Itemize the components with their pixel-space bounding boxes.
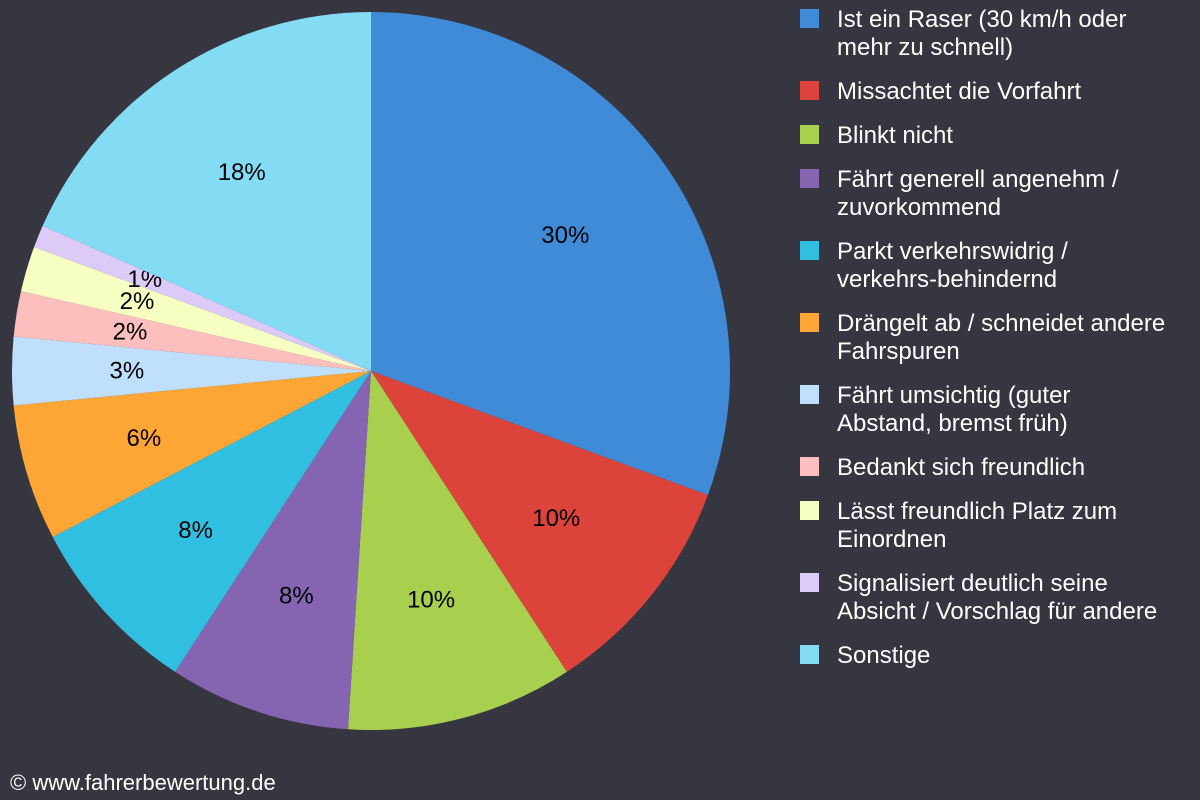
legend-swatch (800, 125, 819, 144)
slice-percent-label: 8% (178, 517, 213, 544)
legend-label: Lässt freundlich Platz zum Einordnen (837, 498, 1118, 553)
pie-slice (13, 371, 371, 538)
legend-label: Ist ein Raser (30 km/h oder mehr zu schn… (837, 6, 1127, 61)
legend-swatch (800, 313, 819, 332)
slice-percent-label: 8% (279, 582, 314, 609)
legend-item: Ist ein Raser (30 km/h oder mehr zu schn… (800, 6, 1200, 62)
legend-item: Bedankt sich freundlich (800, 454, 1200, 482)
slice-percent-label: 3% (110, 358, 145, 385)
legend-swatch (800, 645, 819, 664)
pie-slice (371, 12, 730, 495)
legend-item: Fährt generell angenehm / zuvorkommend (800, 166, 1200, 222)
pie-slice (12, 336, 372, 406)
pie-chart: 30%10%10%8%8%6%3%2%2%1%18% (12, 12, 730, 731)
legend-swatch (800, 457, 819, 476)
legend-item: Parkt verkehrswidrig / verkehrs-behinder… (800, 238, 1200, 294)
copyright-footer: © www.fahrerbewertung.de (10, 770, 276, 795)
pie-slice (52, 371, 372, 672)
legend-label: Blinkt nicht (837, 122, 954, 149)
slice-percent-label: 2% (120, 288, 155, 315)
legend-swatch (800, 573, 819, 592)
pie-slice (42, 12, 372, 371)
legend-label: Sonstige (837, 642, 931, 669)
legend-label: Bedankt sich freundlich (837, 454, 1086, 481)
legend-item: Signalisiert deutlich seine Absicht / Vo… (800, 570, 1200, 626)
slice-percent-label: 6% (127, 425, 162, 452)
legend-item: Lässt freundlich Platz zum Einordnen (800, 498, 1200, 554)
legend-swatch (800, 81, 819, 100)
slice-percent-label: 10% (532, 505, 580, 532)
pie-slice (34, 225, 371, 371)
legend-swatch (800, 501, 819, 520)
slice-percent-label: 2% (113, 319, 148, 346)
legend-label: Parkt verkehrswidrig / verkehrs-behinder… (837, 238, 1068, 293)
pie-slice (347, 371, 567, 731)
legend-swatch (800, 241, 819, 260)
pie-slice (371, 371, 708, 672)
legend-label: Missachtet die Vorfahrt (837, 78, 1082, 105)
legend-label: Drängelt ab / schneidet andere Fahrspure… (837, 310, 1166, 365)
legend-label: Fährt umsichtig (guter Abstand, bremst f… (837, 382, 1071, 437)
slice-percent-label: 10% (407, 587, 455, 614)
legend-swatch (800, 385, 819, 404)
slice-percent-label: 18% (218, 159, 266, 186)
pie-slice (13, 291, 371, 371)
legend-label: Fährt generell angenehm / zuvorkommend (837, 166, 1119, 221)
legend-swatch (800, 169, 819, 188)
legend-label: Signalisiert deutlich seine Absicht / Vo… (837, 570, 1158, 625)
slice-percent-label: 30% (541, 222, 589, 249)
pie-slice (175, 371, 371, 730)
legend-item: Blinkt nicht (800, 122, 1200, 150)
legend-item: Sonstige (800, 642, 1200, 670)
legend-item: Drängelt ab / schneidet andere Fahrspure… (800, 310, 1200, 366)
pie-slice (21, 247, 371, 371)
legend-swatch (800, 9, 819, 28)
legend-item: Missachtet die Vorfahrt (800, 78, 1200, 106)
legend: Ist ein Raser (30 km/h oder mehr zu schn… (800, 6, 1200, 686)
legend-item: Fährt umsichtig (guter Abstand, bremst f… (800, 382, 1200, 438)
